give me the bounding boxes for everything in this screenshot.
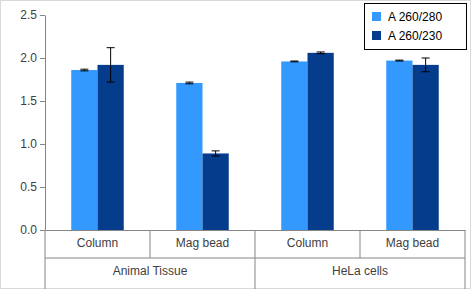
bar (413, 65, 439, 230)
y-tick: 0.5 (20, 180, 45, 194)
category-tick (45, 230, 46, 258)
chart: 0.0 0.5 1.0 1.5 2.0 2.5 Column Mag bead Column Ma… (0, 0, 471, 289)
y-tick-label: 2.5 (20, 8, 37, 22)
error-bar (212, 151, 220, 156)
category-tick (465, 230, 466, 258)
x-tick-label: Mag bead (176, 236, 229, 250)
error-bar (422, 58, 430, 72)
bar (71, 70, 97, 230)
legend-box (365, 4, 467, 50)
y-tick: 1.0 (20, 137, 45, 151)
y-axis: 0.0 0.5 1.0 1.5 2.0 2.5 (20, 8, 45, 237)
y-tick-label: 0.0 (20, 223, 37, 237)
y-tick-mark (40, 58, 45, 59)
error-bar (107, 48, 115, 82)
bar (203, 153, 229, 230)
error-bar (395, 60, 403, 62)
x-tick-label: Mag bead (386, 236, 439, 250)
group-label: HeLa cells (332, 264, 388, 278)
y-tick-label: 1.5 (20, 94, 37, 108)
error-bar (80, 69, 88, 71)
bar (308, 53, 334, 230)
category-tick (360, 230, 361, 258)
group-tick (255, 258, 256, 289)
category-separators: Animal Tissue HeLa cells (45, 230, 465, 289)
y-tick-mark (40, 101, 45, 102)
y-tick: 2.0 (20, 51, 45, 65)
bar (176, 83, 202, 230)
y-tick-mark (40, 144, 45, 145)
group-label: Animal Tissue (113, 264, 188, 278)
group-tick (465, 258, 466, 289)
error-bar (317, 52, 325, 54)
error-bar (185, 82, 193, 84)
y-tick: 2.5 (20, 8, 45, 22)
x-tick: Mag bead (386, 236, 439, 250)
error-bar (290, 61, 298, 63)
chart-border (1, 1, 471, 289)
legend-label: A 260/280 (388, 10, 442, 24)
y-tick-label: 2.0 (20, 51, 37, 65)
series (98, 48, 439, 230)
group-tick (45, 258, 46, 289)
y-tick-label: 0.5 (20, 180, 37, 194)
x-tick: Column (77, 236, 118, 250)
bar (281, 61, 307, 230)
y-tick-mark (40, 15, 45, 16)
x-tick: Column (287, 236, 328, 250)
legend-swatch (372, 12, 381, 21)
y-axis-line (45, 16, 46, 231)
y-tick-mark (40, 187, 45, 188)
series (71, 60, 412, 230)
category-tick (255, 230, 256, 258)
y-tick: 1.5 (20, 94, 45, 108)
x-tick-label: Column (77, 236, 118, 250)
bar (98, 65, 124, 230)
y-tick-mark (40, 230, 45, 231)
bar (386, 61, 412, 230)
legend-swatch (372, 31, 381, 40)
plot: 0.0 0.5 1.0 1.5 2.0 2.5 Column Mag bead Column Ma… (20, 8, 465, 289)
x-tick: Mag bead (176, 236, 229, 250)
category-tick (150, 230, 151, 258)
y-tick-label: 1.0 (20, 137, 37, 151)
legend: A 260/280 A 260/230 (365, 4, 467, 50)
bars (71, 48, 439, 230)
legend-label: A 260/230 (388, 29, 442, 43)
y-tick: 0.0 (20, 223, 45, 237)
x-tick-label: Column (287, 236, 328, 250)
